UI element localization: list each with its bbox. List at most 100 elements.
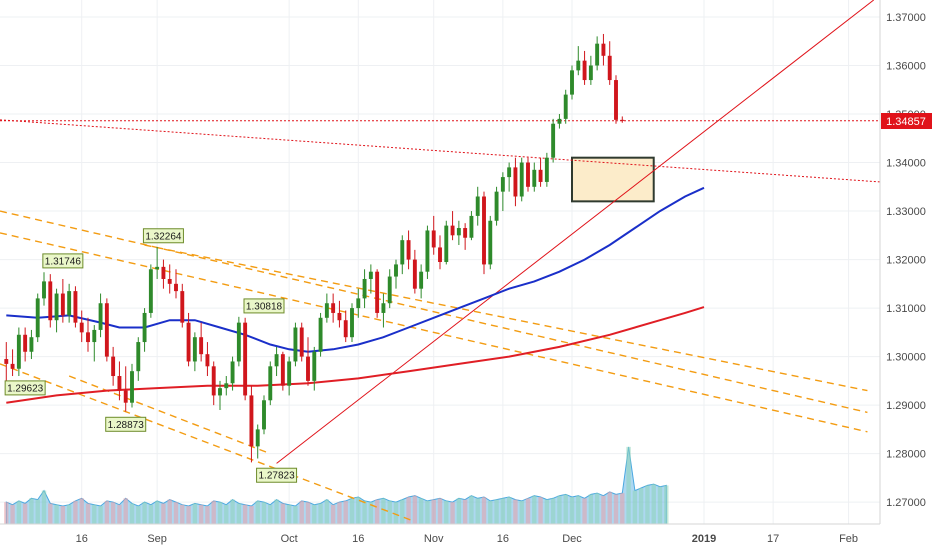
volume-bar bbox=[10, 504, 15, 524]
volume-bar bbox=[312, 504, 317, 524]
candle-body bbox=[331, 303, 336, 313]
y-tick-label: 1.36000 bbox=[886, 61, 926, 73]
price-label-text: 1.27823 bbox=[258, 471, 295, 482]
moving-average-line bbox=[6, 306, 705, 404]
candle-body bbox=[230, 361, 235, 384]
candle-body bbox=[23, 334, 28, 352]
candle-body bbox=[60, 293, 65, 316]
candle-body bbox=[123, 390, 128, 403]
volume-bar bbox=[406, 497, 411, 524]
candle-body bbox=[438, 247, 442, 262]
x-tick-label: 16 bbox=[497, 533, 509, 545]
candle-body bbox=[142, 312, 147, 343]
candle-body bbox=[73, 291, 78, 323]
volume-bar bbox=[4, 502, 9, 524]
volume-bar bbox=[186, 506, 191, 524]
volume-bar bbox=[374, 499, 380, 524]
candle-body bbox=[400, 240, 405, 265]
volume-bar bbox=[532, 495, 537, 524]
candle-body bbox=[601, 43, 606, 56]
volume-bar bbox=[217, 502, 223, 524]
volume-bar bbox=[569, 497, 575, 524]
candle-body bbox=[551, 123, 556, 158]
volume-bar bbox=[318, 503, 323, 524]
candle-body bbox=[312, 351, 317, 381]
volume-bar bbox=[387, 500, 392, 524]
trendline bbox=[0, 119, 881, 183]
candle-body bbox=[274, 354, 279, 367]
volume-bar bbox=[161, 503, 166, 524]
candle-body bbox=[595, 43, 600, 66]
x-tick-label: 2019 bbox=[692, 533, 716, 545]
trendlines bbox=[0, 0, 881, 523]
volume-bar bbox=[393, 502, 399, 524]
y-axis-ticks: 1.27000 1.28000 1.29000 1.30000 1.31000 1.320… bbox=[886, 12, 926, 509]
candle-body bbox=[519, 162, 524, 197]
candle-body bbox=[500, 177, 505, 192]
highlight-box bbox=[571, 156, 655, 203]
volume-bar bbox=[85, 503, 91, 524]
candle-body bbox=[570, 70, 574, 95]
volume-bar bbox=[192, 503, 198, 524]
volume-bar bbox=[205, 506, 210, 524]
candle-body bbox=[111, 356, 116, 377]
volume-bar bbox=[412, 495, 418, 524]
candle-body bbox=[16, 334, 21, 369]
volume-bar bbox=[469, 495, 474, 524]
candle-body bbox=[607, 55, 612, 81]
candle-body bbox=[180, 291, 185, 323]
x-tick-label: Sep bbox=[147, 533, 167, 545]
volume-bar bbox=[444, 500, 449, 524]
y-tick-label: 1.34000 bbox=[886, 158, 926, 170]
volume-bar bbox=[148, 504, 154, 524]
volume-bar bbox=[657, 486, 663, 524]
candle-body bbox=[425, 230, 430, 272]
volume-bar bbox=[488, 500, 493, 524]
volume-bar bbox=[626, 446, 631, 524]
volume-bar bbox=[242, 504, 248, 524]
volume-bar bbox=[280, 503, 286, 524]
volume-bar bbox=[513, 499, 518, 524]
candle-body bbox=[381, 303, 386, 313]
candle-body bbox=[262, 400, 266, 430]
candle-body bbox=[532, 169, 537, 187]
annotations: 1.31746 1.32264 1.30818 1.29623 1.28873 1.278… bbox=[4, 228, 298, 483]
volume-bar bbox=[198, 504, 204, 524]
volume-bar bbox=[632, 490, 638, 524]
volume-bar bbox=[582, 498, 587, 524]
volume-bar bbox=[117, 504, 122, 524]
candle-body bbox=[368, 271, 373, 279]
volume-bar bbox=[92, 504, 97, 524]
volume-bar bbox=[506, 497, 512, 524]
volume-bar bbox=[79, 498, 84, 524]
candle-body bbox=[299, 327, 304, 357]
volume-bar bbox=[60, 506, 66, 524]
volume-bar bbox=[500, 498, 506, 524]
candle-body bbox=[10, 363, 15, 369]
volume-bar bbox=[337, 502, 342, 524]
y-tick-label: 1.37000 bbox=[886, 12, 926, 24]
volume-bar bbox=[550, 498, 556, 524]
candle-body bbox=[456, 228, 461, 236]
candle-body bbox=[92, 329, 97, 343]
volume-bar bbox=[456, 498, 462, 524]
candle-body bbox=[412, 259, 417, 289]
y-axis-bg bbox=[880, 0, 932, 550]
candle-body bbox=[463, 228, 468, 238]
candle-body bbox=[161, 266, 166, 279]
volume-bar bbox=[41, 490, 47, 524]
volume-bar bbox=[293, 506, 298, 524]
candle-body bbox=[488, 220, 493, 265]
candle-body bbox=[255, 429, 260, 447]
candle-body bbox=[444, 225, 449, 262]
trendline bbox=[0, 210, 868, 414]
candle-body bbox=[79, 322, 84, 333]
volume-bar bbox=[607, 491, 612, 524]
price-label-text: 1.29623 bbox=[7, 383, 44, 394]
candle-body bbox=[86, 332, 90, 343]
moving-average-line bbox=[6, 186, 705, 353]
candle-body bbox=[48, 281, 53, 321]
candle-body bbox=[324, 303, 329, 318]
candle-body bbox=[582, 60, 587, 81]
volume-bar bbox=[305, 502, 311, 524]
